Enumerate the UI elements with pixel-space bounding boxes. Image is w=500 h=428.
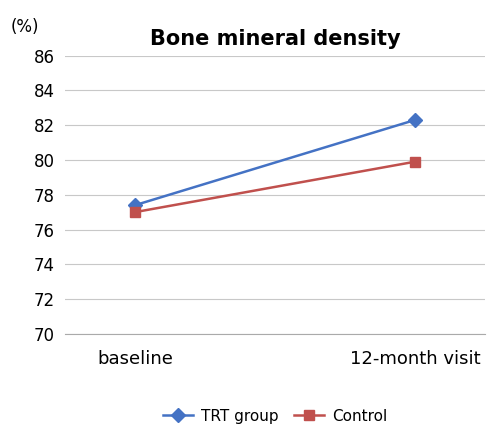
Control	[132, 210, 138, 215]
Title: Bone mineral density: Bone mineral density	[150, 29, 400, 48]
TRT group	[412, 117, 418, 122]
Control	[412, 159, 418, 164]
Text: (%): (%)	[10, 18, 39, 36]
Line: Control: Control	[130, 157, 420, 217]
Line: TRT group: TRT group	[130, 115, 420, 210]
Legend: TRT group, Control: TRT group, Control	[156, 403, 394, 428]
TRT group	[132, 202, 138, 208]
